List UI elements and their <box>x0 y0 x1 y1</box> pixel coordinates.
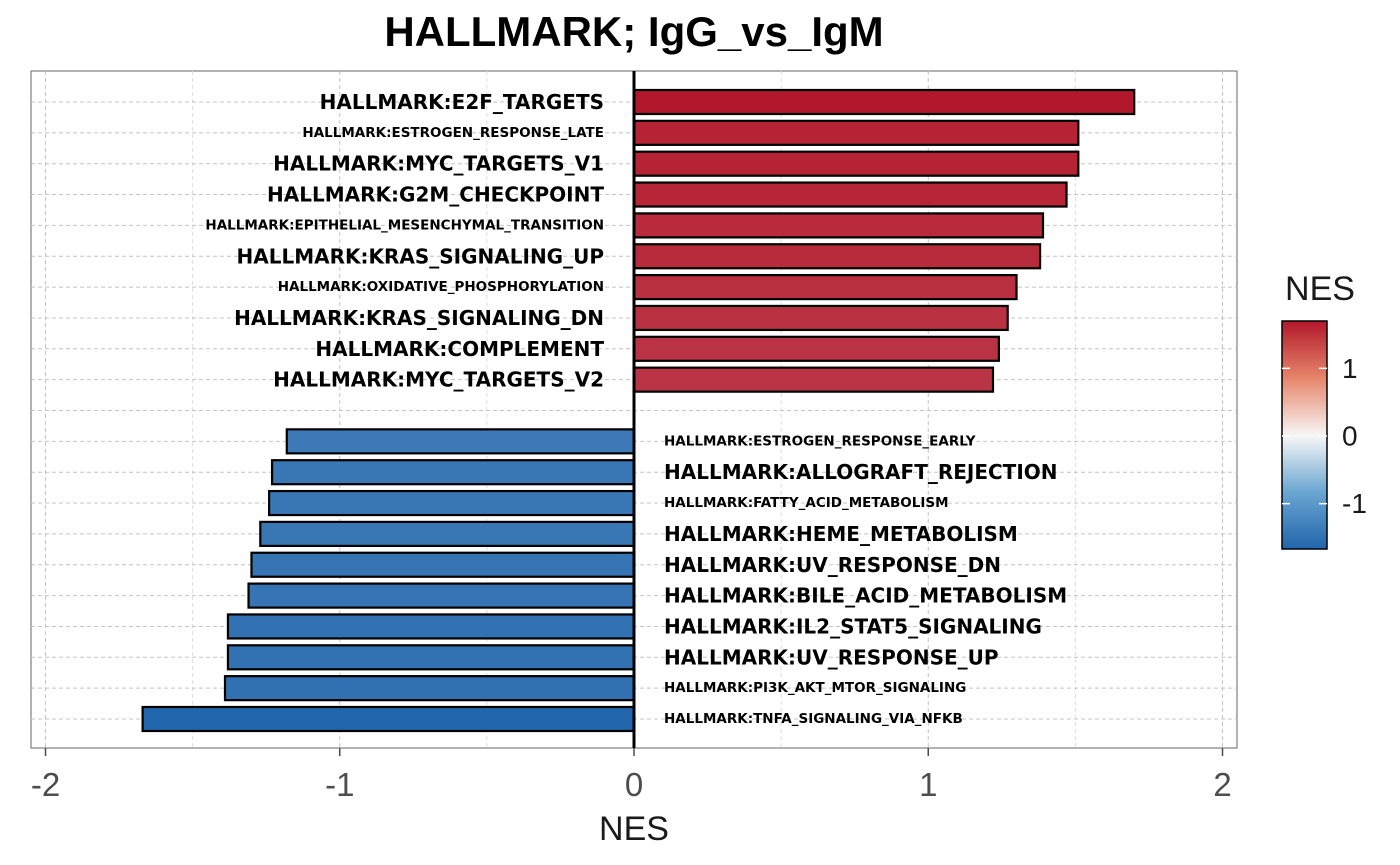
bar-hallmark-fatty-acid-metabolism <box>268 489 636 517</box>
bar-hallmark-e2f-targets <box>632 88 1136 116</box>
pathway-label: HALLMARK:EPITHELIAL_MESENCHYMAL_TRANSITI… <box>205 217 604 233</box>
bar-hallmark-pi3k-akt-mtor-signaling <box>223 675 636 702</box>
legend-tick-label: 1 <box>1342 353 1358 384</box>
chart-title: HALLMARK; IgG_vs_IgM <box>384 8 883 55</box>
pathway-label: HALLMARK:KRAS_SIGNALING_DN <box>234 306 604 330</box>
x-tick-label: 1 <box>919 766 937 803</box>
pathway-label: HALLMARK:UV_RESPONSE_UP <box>664 645 999 669</box>
x-tick-label: -2 <box>31 766 60 803</box>
pathway-label: HALLMARK:UV_RESPONSE_DN <box>664 553 1001 577</box>
pathway-label: HALLMARK:ALLOGRAFT_REJECTION <box>664 460 1058 484</box>
legend: NES 1 0 -1 <box>1281 270 1367 550</box>
bar-hallmark-myc-targets-v2 <box>632 366 995 393</box>
bar-hallmark-epithelial-mesenchymal-transition <box>632 212 1045 239</box>
x-axis-title: NES <box>599 810 669 848</box>
bar-hallmark-oxidative-phosphorylation <box>632 274 1018 301</box>
bar-hallmark-estrogen-response-late <box>632 119 1080 146</box>
pathway-label: HALLMARK:KRAS_SIGNALING_UP <box>237 244 604 268</box>
pathway-label: HALLMARK:OXIDATIVE_PHOSPHORYLATION <box>278 279 604 295</box>
pathway-label: HALLMARK:BILE_ACID_METABOLISM <box>664 584 1067 608</box>
pathway-label: HALLMARK:ESTROGEN_RESPONSE_LATE <box>302 125 604 141</box>
bar-hallmark-estrogen-response-early <box>285 428 636 455</box>
bar-hallmark-heme-metabolism <box>259 520 636 548</box>
bar-hallmark-bile-acid-metabolism <box>247 582 636 609</box>
bar-hallmark-kras-signaling-dn <box>632 304 1009 332</box>
x-tick-label: -1 <box>325 766 354 803</box>
pathway-label: HALLMARK:MYC_TARGETS_V1 <box>273 152 604 176</box>
bar-hallmark-allograft-rejection <box>270 459 636 486</box>
pathway-label: HALLMARK:PI3K_AKT_MTOR_SIGNALING <box>664 680 966 696</box>
legend-tick-label: 0 <box>1342 421 1358 452</box>
bar-hallmark-tnfa-signaling-via-nfkb <box>141 705 636 733</box>
x-tick-label: 0 <box>625 766 643 803</box>
pathway-label: HALLMARK:HEME_METABOLISM <box>664 522 1018 546</box>
pathway-label: HALLMARK:E2F_TARGETS <box>320 90 604 114</box>
x-axis: -2 -1 0 1 2 <box>31 748 1232 803</box>
bar-hallmark-myc-targets-v1 <box>632 150 1080 177</box>
pathway-label: HALLMARK:ESTROGEN_RESPONSE_EARLY <box>664 433 976 449</box>
pathway-label: HALLMARK:TNFA_SIGNALING_VIA_NFKB <box>664 711 963 727</box>
x-tick-label: 2 <box>1213 766 1231 803</box>
pathway-label: HALLMARK:MYC_TARGETS_V2 <box>273 368 604 392</box>
pathway-label: HALLMARK:G2M_CHECKPOINT <box>267 183 604 207</box>
pathway-labels: HALLMARK:E2F_TARGETS HALLMARK:ESTROGEN_RE… <box>205 90 1067 727</box>
pathway-label: HALLMARK:FATTY_ACID_METABOLISM <box>664 495 949 511</box>
pathway-label: HALLMARK:IL2_STAT5_SIGNALING <box>664 614 1042 638</box>
bar-hallmark-g2m-checkpoint <box>632 181 1068 208</box>
legend-ticks: 1 0 -1 <box>1282 353 1367 519</box>
bar-hallmark-il2-stat5-signaling <box>226 613 636 640</box>
legend-colorbar <box>1281 320 1328 550</box>
bar-hallmark-kras-signaling-up <box>632 243 1042 270</box>
legend-tick-label: -1 <box>1342 488 1367 519</box>
bar-hallmark-complement <box>632 335 1000 362</box>
bar-hallmark-uv-response-dn <box>250 551 636 578</box>
legend-title: NES <box>1285 270 1355 308</box>
bar-hallmark-uv-response-up <box>226 644 636 671</box>
bars <box>141 88 1136 733</box>
pathway-label: HALLMARK:COMPLEMENT <box>315 337 604 361</box>
plot-panel: HALLMARK:E2F_TARGETS HALLMARK:ESTROGEN_RE… <box>30 70 1238 749</box>
